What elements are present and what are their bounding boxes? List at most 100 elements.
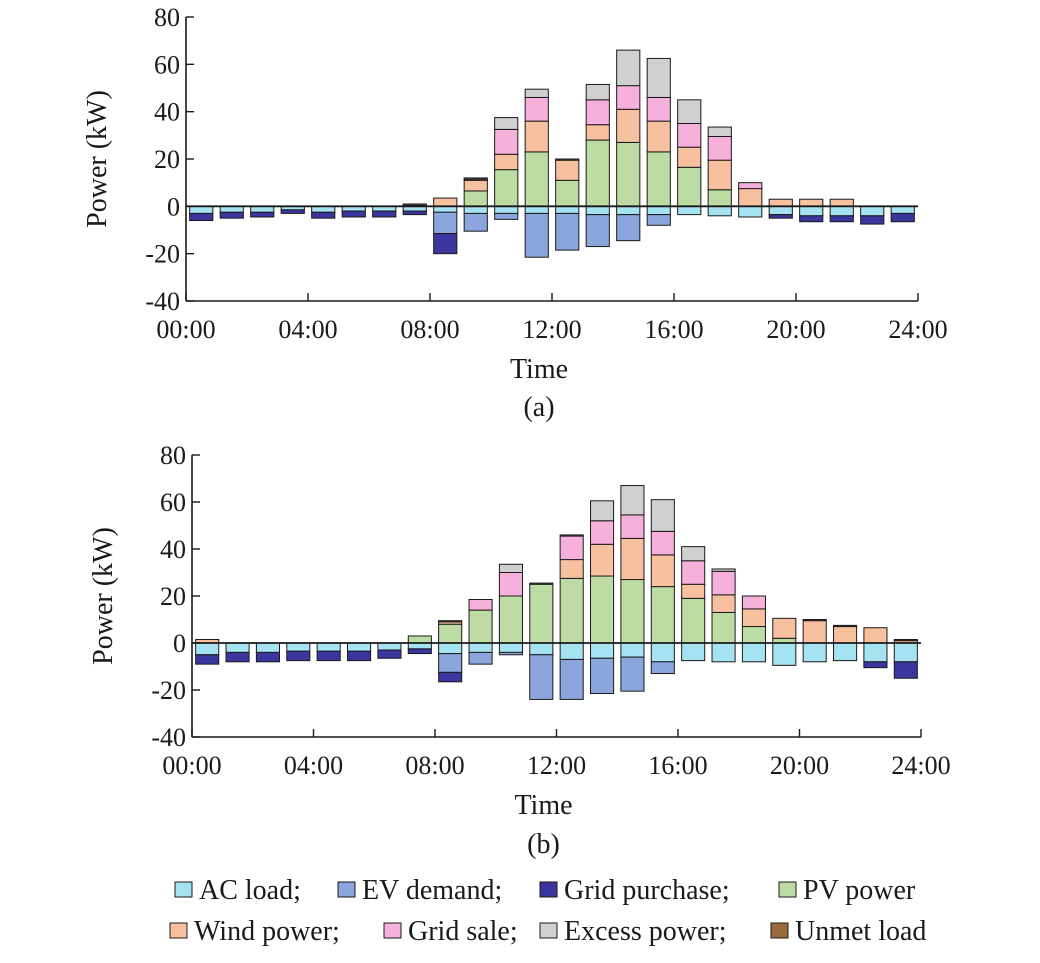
bar-ac-load-h23	[893, 642, 918, 663]
bar-grid-purchase-h5	[341, 210, 366, 218]
legend-label-unmet-load: Unmet load	[795, 916, 926, 947]
bar-wind-power-h21	[833, 626, 858, 644]
bar-grid-sale-h13	[585, 99, 610, 126]
bar-grid-sale-h11	[524, 96, 549, 122]
bar-grid-purchase-h19	[768, 214, 793, 219]
legend-label-ac-load: AC load;	[199, 875, 301, 906]
bar-pv-power-h16	[677, 166, 702, 207]
bar-ac-load-h9	[463, 205, 488, 214]
y-tick-label: 0	[173, 629, 186, 658]
bar-ev-demand-h9	[463, 212, 488, 232]
bars	[195, 485, 918, 700]
bar-unmet-load-h9	[463, 177, 488, 180]
bar-grid-purchase-h0	[195, 654, 220, 665]
bar-grid-sale-h10	[494, 128, 519, 155]
bar-grid-purchase-h3	[280, 209, 305, 214]
bar-grid-purchase-h8	[433, 233, 458, 255]
bar-grid-sale-h15	[650, 530, 675, 556]
y-tick-label: 60	[154, 50, 180, 79]
bar-grid-sale-h16	[681, 560, 706, 585]
bar-wind-power-h15	[650, 554, 675, 588]
bar-excess-power-h14	[620, 485, 645, 516]
bar-pv-power-h17	[707, 189, 732, 207]
x-tick-label: 24:00	[891, 751, 950, 780]
bar-ev-demand-h13	[590, 657, 615, 695]
bar-ev-demand-h14	[616, 214, 641, 242]
legend-swatch-ac-load	[174, 881, 193, 898]
y-tick-label: -40	[145, 287, 180, 316]
bar-pv-power-h11	[524, 151, 549, 207]
bar-unmet-load-h12	[559, 534, 584, 537]
x-tick-label: 12:00	[522, 315, 581, 344]
bar-grid-sale-h13	[590, 520, 615, 545]
bar-ac-load-h14	[620, 642, 645, 658]
bar-excess-power-h17	[711, 568, 736, 572]
bar-grid-purchase-h2	[255, 651, 280, 663]
x-axis-label: Time	[510, 354, 568, 385]
bar-ac-load-h0	[189, 205, 214, 214]
bar-wind-power-h15	[646, 120, 671, 153]
legend-label-grid-sale: Grid sale;	[408, 916, 518, 947]
bar-pv-power-h9	[468, 609, 493, 644]
y-axis-label: Power (kW)	[82, 90, 113, 228]
bar-pv-power-h7	[407, 635, 432, 644]
legend-swatch-unmet-load	[770, 922, 789, 939]
y-tick-label: 20	[154, 145, 180, 174]
y-tick-label: 40	[160, 535, 186, 564]
legend-swatch-ev-demand	[337, 881, 356, 898]
bar-wind-power-h16	[681, 583, 706, 599]
legend-swatch-wind-power	[169, 922, 188, 939]
bar-ac-load-h20	[802, 642, 827, 663]
bar-ac-load-h13	[590, 642, 615, 659]
bar-grid-purchase-h21	[829, 215, 854, 223]
x-tick-label: 16:00	[648, 751, 707, 780]
bar-grid-sale-h9	[468, 599, 493, 611]
bar-ac-load-h19	[772, 642, 797, 666]
bar-ac-load-h0	[195, 642, 220, 656]
bar-ac-load-h10	[498, 642, 523, 653]
bar-wind-power-h20	[802, 620, 827, 644]
panel-caption: (b)	[527, 829, 560, 860]
x-tick-label: 08:00	[405, 751, 464, 780]
bar-ev-demand-h12	[555, 212, 580, 251]
x-tick-label: 04:00	[278, 315, 337, 344]
bar-wind-power-h12	[559, 559, 584, 579]
y-tick-label: 80	[160, 441, 186, 470]
bar-excess-power-h10	[498, 563, 523, 574]
x-axis-label: Time	[514, 790, 572, 821]
bar-ac-load-h5	[347, 642, 372, 652]
y-tick-label: 60	[160, 488, 186, 517]
y-tick-label: -20	[151, 676, 186, 705]
bar-ac-load-h13	[585, 205, 610, 216]
legend-label-pv-power: PV power	[803, 875, 916, 906]
bar-ac-load-h15	[646, 205, 671, 216]
bar-excess-power-h13	[590, 500, 615, 522]
bar-ac-load-h4	[316, 642, 341, 652]
legend-label-wind-power: Wind power;	[194, 916, 340, 947]
bar-excess-power-h16	[681, 546, 706, 562]
bar-ev-demand-h8	[433, 211, 458, 235]
bar-grid-purchase-h1	[219, 211, 244, 219]
bar-unmet-load-h20	[802, 619, 827, 622]
x-tick-label: 20:00	[770, 751, 829, 780]
bar-unmet-load-h11	[529, 582, 554, 585]
bar-pv-power-h15	[646, 151, 671, 207]
bar-grid-purchase-h5	[347, 650, 372, 662]
legend-label-grid-purchase: Grid purchase;	[564, 875, 730, 906]
bar-grid-purchase-h22	[863, 661, 888, 669]
bar-pv-power-h14	[620, 579, 645, 644]
bar-excess-power-h14	[616, 49, 641, 87]
legend-swatch-grid-sale	[383, 922, 402, 939]
bar-wind-power-h14	[616, 108, 641, 143]
bar-ev-demand-h15	[646, 214, 671, 226]
bar-ac-load-h20	[799, 205, 824, 217]
bar-grid-purchase-h22	[860, 215, 885, 225]
bars	[189, 49, 915, 258]
bar-ev-demand-h12	[559, 658, 584, 700]
bar-grid-sale-h16	[677, 123, 702, 148]
bar-grid-sale-h17	[711, 570, 736, 596]
bar-ac-load-h15	[650, 642, 675, 663]
bar-ev-demand-h13	[585, 214, 610, 248]
bar-excess-power-h13	[585, 83, 610, 101]
bar-excess-power-h15	[650, 499, 675, 532]
